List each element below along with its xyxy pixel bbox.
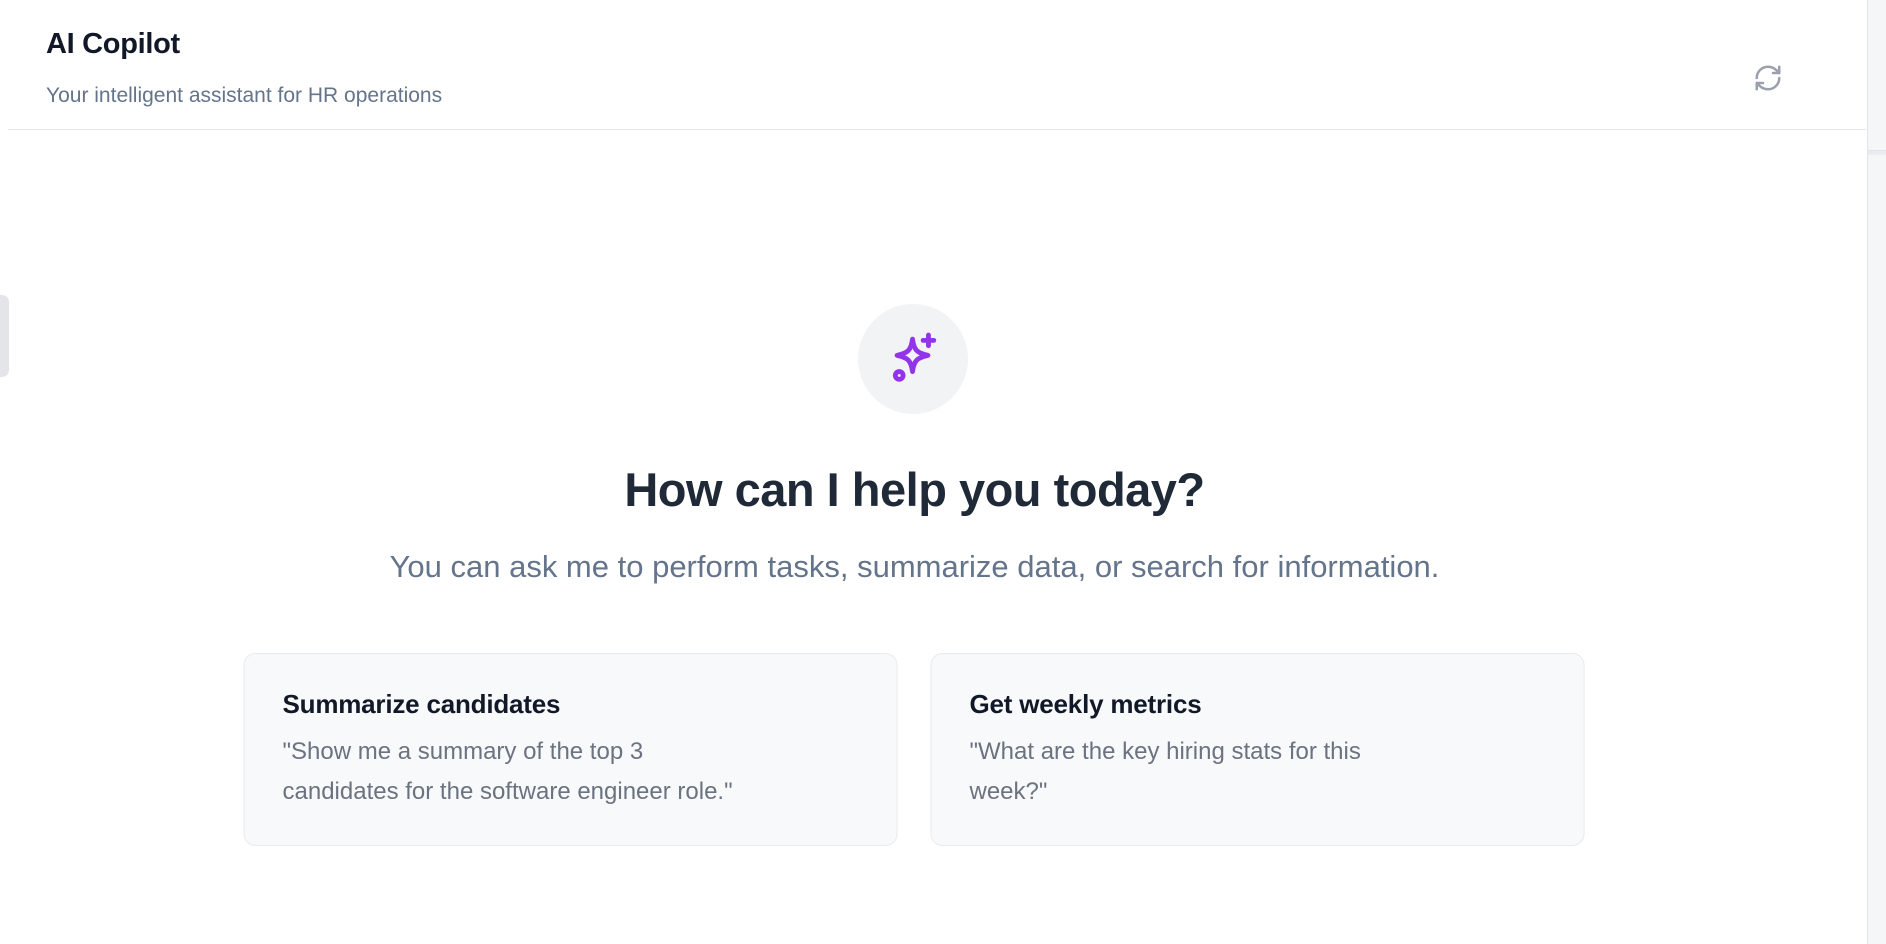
suggestion-card-title: Get weekly metrics [969, 689, 1202, 719]
empty-state-description: You can ask me to perform tasks, summari… [389, 549, 1440, 584]
refresh-icon [1753, 63, 1783, 93]
empty-state-heading: How can I help you today? [624, 463, 1205, 516]
sparkles-badge [858, 304, 968, 414]
suggestion-card-weekly-metrics[interactable]: Get weekly metrics "What are the key hir… [930, 653, 1585, 846]
suggestion-card-prompt: "Show me a summary of the top 3 candidat… [282, 738, 733, 805]
page-subtitle: Your intelligent assistant for HR operat… [46, 84, 443, 107]
sparkles-icon [884, 330, 942, 388]
suggestion-card-prompt: "What are the key hiring stats for this … [969, 738, 1361, 805]
suggestion-card-summarize-candidates[interactable]: Summarize candidates "Show me a summary … [243, 653, 898, 846]
right-panel-divider [1868, 150, 1886, 155]
copilot-header: AI Copilot Your intelligent assistant fo… [0, 0, 1866, 129]
header-divider [8, 129, 1866, 130]
right-panel-edge [1867, 0, 1886, 944]
page-title: AI Copilot [46, 28, 180, 60]
chat-empty-state: How can I help you today? You can ask me… [243, 304, 1585, 846]
scrollbar-thumb[interactable] [0, 295, 9, 377]
suggestion-card-title: Summarize candidates [282, 689, 561, 719]
refresh-button[interactable] [1746, 56, 1790, 100]
suggestion-cards: Summarize candidates "Show me a summary … [243, 653, 1585, 846]
